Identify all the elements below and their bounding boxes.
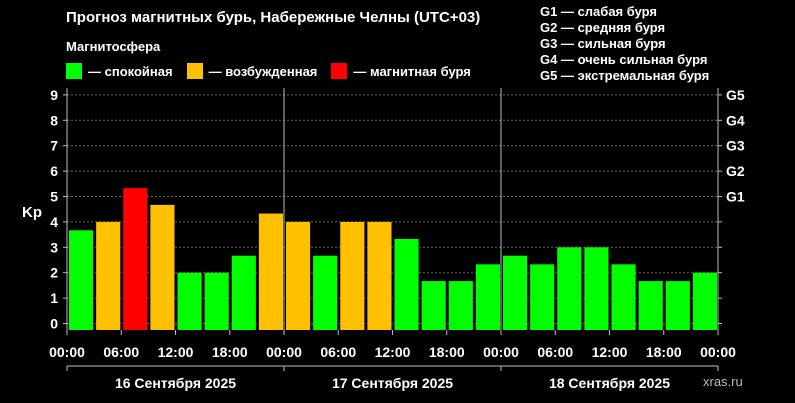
x-tick-label: 12:00 [158, 344, 194, 360]
storm-level-tick-label: G5 [726, 87, 745, 103]
legend-swatch-quiet [66, 63, 82, 79]
x-tick-label: 00:00 [49, 344, 85, 360]
kp-bar [340, 221, 365, 330]
kp-bar [96, 221, 121, 330]
legend-item-storm: — магнитная буря [331, 63, 471, 79]
kp-bar [611, 264, 636, 330]
kp-bar [692, 272, 717, 330]
y-tick-label: 6 [50, 163, 58, 179]
y-tick-label: 7 [50, 138, 58, 154]
kp-bar [286, 221, 311, 330]
y-tick-label: 9 [50, 87, 58, 103]
x-tick-label: 18:00 [212, 344, 248, 360]
y-tick-label: 3 [50, 239, 58, 255]
kp-bar [638, 281, 663, 330]
storm-level-g4: G4 — очень сильная буря [540, 52, 708, 67]
kp-bar [584, 247, 609, 330]
x-tick-label: 18:00 [429, 344, 465, 360]
storm-level-g3: G3 — сильная буря [540, 36, 666, 51]
x-tick-label: 06:00 [103, 344, 139, 360]
kp-bar [367, 221, 392, 330]
kp-bar [421, 281, 446, 330]
legend-label-storm: — магнитная буря [353, 63, 471, 79]
x-tick-label: 00:00 [700, 344, 736, 360]
kp-bar [150, 204, 175, 330]
x-tick-label: 06:00 [537, 344, 573, 360]
x-tick-label: 00:00 [266, 344, 302, 360]
storm-level-tick-label: G3 [726, 138, 745, 154]
legend-swatch-active [186, 63, 203, 79]
kp-bar [530, 264, 555, 330]
storm-level-g1: G1 — слабая буря [540, 4, 658, 19]
kp-bar [448, 281, 473, 330]
day-label: 17 Сентября 2025 [332, 375, 453, 391]
y-axis-label: Kp [22, 204, 42, 221]
storm-level-tick-label: G1 [726, 189, 745, 205]
x-tick-label: 12:00 [375, 344, 411, 360]
y-tick-label: 5 [50, 189, 58, 205]
x-tick-label: 06:00 [320, 344, 356, 360]
x-tick-label: 18:00 [646, 344, 682, 360]
watermark: xras.ru [703, 374, 743, 389]
storm-level-tick-label: G4 [726, 112, 745, 128]
kp-bar [123, 188, 148, 330]
kp-bar [394, 238, 419, 330]
kp-bar [231, 255, 256, 330]
storm-level-g5: G5 — экстремальная буря [540, 68, 710, 83]
y-tick-label: 8 [50, 112, 58, 128]
legend-label-active: — возбужденная [208, 63, 318, 79]
legend: — спокойная — возбужденная — магнитная б… [66, 63, 485, 79]
legend-item-quiet: — спокойная [66, 63, 173, 79]
kp-bar [177, 272, 202, 330]
day-label: 18 Сентября 2025 [549, 375, 670, 391]
kp-bar [665, 281, 690, 330]
y-tick-label: 1 [50, 290, 58, 306]
y-tick-label: 0 [50, 316, 58, 332]
kp-bar [503, 255, 528, 330]
storm-level-g2: G2 — средняя буря [540, 20, 666, 35]
day-label: 16 Сентября 2025 [115, 375, 236, 391]
y-tick-label: 4 [50, 214, 58, 230]
x-tick-label: 00:00 [483, 344, 519, 360]
kp-bar [69, 230, 94, 330]
kp-bar [258, 213, 283, 330]
kp-bar [313, 255, 338, 330]
kp-bar [204, 272, 229, 330]
legend-label-quiet: — спокойная [88, 63, 173, 79]
storm-level-tick-label: G2 [726, 163, 745, 179]
y-tick-label: 2 [50, 265, 58, 281]
kp-bar [475, 264, 500, 330]
kp-bar [557, 247, 582, 330]
legend-swatch-storm [331, 63, 348, 79]
legend-item-active: — возбужденная [186, 63, 318, 79]
x-tick-label: 12:00 [592, 344, 628, 360]
chart-title: Прогноз магнитных бурь, Набережные Челны… [66, 9, 481, 26]
storm-level-legend: G1 — слабая буря G2 — средняя буря G3 — … [540, 4, 709, 84]
legend-title: Магнитосфера [66, 39, 161, 54]
